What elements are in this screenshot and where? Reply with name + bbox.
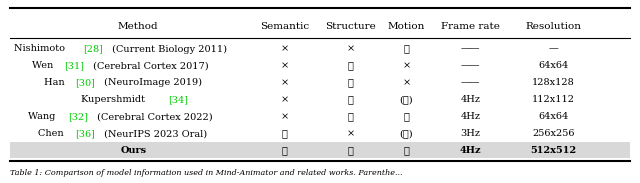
Text: Han: Han [44, 78, 68, 87]
Text: ×: × [403, 78, 410, 87]
Text: ✓: ✓ [282, 129, 288, 138]
Text: ✓: ✓ [403, 112, 410, 121]
Text: ✓: ✓ [348, 112, 354, 121]
Text: 4Hz: 4Hz [460, 112, 481, 121]
Text: ——: —— [461, 61, 480, 70]
Text: Frame rate: Frame rate [441, 21, 500, 31]
Text: ×: × [281, 78, 289, 87]
Text: Wang: Wang [29, 112, 59, 121]
Text: ×: × [281, 61, 289, 70]
Text: ✓: ✓ [348, 146, 354, 155]
Text: Wen: Wen [33, 61, 57, 70]
Text: ✓: ✓ [403, 146, 410, 155]
Text: 112x112: 112x112 [532, 95, 575, 104]
Text: 4Hz: 4Hz [460, 146, 481, 155]
Text: (Current Biology 2011): (Current Biology 2011) [109, 44, 227, 53]
Text: 256x256: 256x256 [532, 129, 575, 138]
Text: ✓: ✓ [348, 61, 354, 70]
Text: ✓: ✓ [282, 146, 288, 155]
Text: ✓: ✓ [348, 78, 354, 87]
Text: Ours: Ours [121, 146, 147, 155]
Text: Semantic: Semantic [260, 21, 309, 31]
Text: 3Hz: 3Hz [460, 129, 481, 138]
Text: ✓: ✓ [403, 44, 410, 53]
Text: ——: —— [461, 78, 480, 87]
Bar [10, 142, 630, 158]
Text: ×: × [281, 95, 289, 104]
Text: [31]: [31] [64, 61, 84, 70]
Text: (NeuroImage 2019): (NeuroImage 2019) [100, 78, 202, 87]
Text: Resolution: Resolution [525, 21, 582, 31]
Text: 128x128: 128x128 [532, 78, 575, 87]
Text: ×: × [403, 61, 410, 70]
Text: 512x512: 512x512 [531, 146, 577, 155]
Text: [28]: [28] [84, 44, 104, 53]
Text: Motion: Motion [388, 21, 425, 31]
Text: [36]: [36] [75, 129, 95, 138]
Text: Structure: Structure [325, 21, 376, 31]
Text: (✓): (✓) [399, 129, 413, 138]
Text: —: — [548, 44, 559, 53]
Text: 64x64: 64x64 [538, 112, 569, 121]
Text: Chen: Chen [38, 129, 67, 138]
Text: (✓): (✓) [399, 95, 413, 104]
Text: ——: —— [461, 44, 480, 53]
Text: Table 1: Comparison of model information used in Mind-Animator and related works: Table 1: Comparison of model information… [10, 169, 403, 177]
Text: 64x64: 64x64 [538, 61, 569, 70]
Text: Kupershmidt: Kupershmidt [81, 95, 148, 104]
Text: (NeurIPS 2023 Oral): (NeurIPS 2023 Oral) [100, 129, 207, 138]
Text: ×: × [347, 44, 355, 53]
Text: ×: × [347, 129, 355, 138]
Text: (Cerebral Cortex 2022): (Cerebral Cortex 2022) [93, 112, 212, 121]
Text: [30]: [30] [75, 78, 95, 87]
Text: 4Hz: 4Hz [460, 95, 481, 104]
Text: ×: × [281, 112, 289, 121]
Text: Nishimoto: Nishimoto [13, 44, 68, 53]
Text: ✓: ✓ [348, 95, 354, 104]
Text: Method: Method [117, 21, 158, 31]
Text: [34]: [34] [168, 95, 188, 104]
Text: ×: × [281, 44, 289, 53]
Text: (Cerebral Cortex 2017): (Cerebral Cortex 2017) [90, 61, 209, 70]
Text: [32]: [32] [68, 112, 88, 121]
